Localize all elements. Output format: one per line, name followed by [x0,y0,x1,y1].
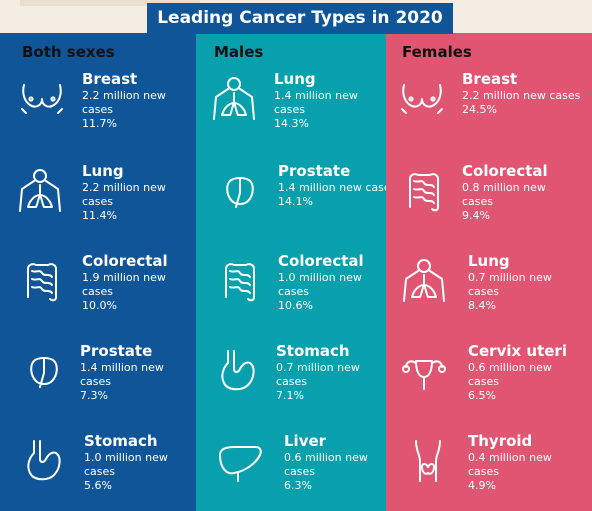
percent: 14.1% [278,195,313,208]
lungs-icon [210,75,258,123]
new-cases: 2.2 million new cases [82,89,166,116]
new-cases: 1.4 million new cases [80,361,164,388]
new-cases: 0.6 million new cases [284,451,368,478]
cancer-name: Stomach [84,432,158,450]
top-strip [20,0,200,6]
thyroid-icon [404,437,452,485]
colon-icon [400,167,448,215]
colon-icon [18,257,66,305]
colon-icon [216,257,264,305]
page-title: Leading Cancer Types in 2020 [147,3,453,34]
new-cases: 0.7 million new cases [276,361,360,388]
column-females: Females Breast 2.2 million new cases 24.… [386,33,592,511]
stomach-icon [212,347,260,395]
cancer-name: Lung [82,162,124,180]
percent: 5.6% [84,479,112,492]
column-header: Males [214,43,264,61]
new-cases: 1.4 million new cases [278,181,397,194]
percent: 6.5% [468,389,496,402]
new-cases: 1.0 million new cases [84,451,168,478]
uterus-icon [400,347,448,395]
breast-icon [398,75,446,123]
cancer-name: Colorectal [462,162,548,180]
new-cases: 2.2 million new cases [462,89,581,102]
column-both-sexes: Both sexes Breast 2.2 million new cases … [0,33,196,511]
percent: 7.1% [276,389,304,402]
stomach-icon [18,437,66,485]
percent: 11.4% [82,209,117,222]
new-cases: 0.4 million new cases [468,451,552,478]
percent: 8.4% [468,299,496,312]
lungs-icon [16,167,64,215]
cancer-name: Liver [284,432,327,450]
cancer-name: Stomach [276,342,350,360]
cancer-name: Breast [82,70,138,88]
percent: 6.3% [284,479,312,492]
new-cases: 0.6 million new cases [468,361,552,388]
percent: 4.9% [468,479,496,492]
cancer-name: Prostate [80,342,153,360]
percent: 10.0% [82,299,117,312]
new-cases: 1.0 million new cases [278,271,362,298]
cancer-name: Lung [468,252,510,270]
prostate-icon [20,347,68,395]
new-cases: 1.4 million new cases [274,89,358,116]
percent: 11.7% [82,117,117,130]
percent: 24.5% [462,103,497,116]
column-header: Both sexes [22,43,115,61]
liver-icon [216,437,264,485]
cancer-name: Breast [462,70,518,88]
column-header: Females [402,43,472,61]
new-cases: 1.9 million new cases [82,271,166,298]
percent: 10.6% [278,299,313,312]
percent: 14.3% [274,117,309,130]
cancer-name: Thyroid [468,432,533,450]
cancer-name: Lung [274,70,316,88]
cancer-name: Cervix uteri [468,342,567,360]
new-cases: 0.7 million new cases [468,271,552,298]
lungs-icon [400,257,448,305]
breast-icon [18,75,66,123]
cancer-name: Colorectal [82,252,168,270]
percent: 9.4% [462,209,490,222]
cancer-name: Colorectal [278,252,364,270]
new-cases: 0.8 million new cases [462,181,546,208]
percent: 7.3% [80,389,108,402]
column-males: Males Lung 1.4 million new cases 14.3% P… [196,33,396,511]
cancer-name: Prostate [278,162,351,180]
prostate-icon [216,167,264,215]
new-cases: 2.2 million new cases [82,181,166,208]
